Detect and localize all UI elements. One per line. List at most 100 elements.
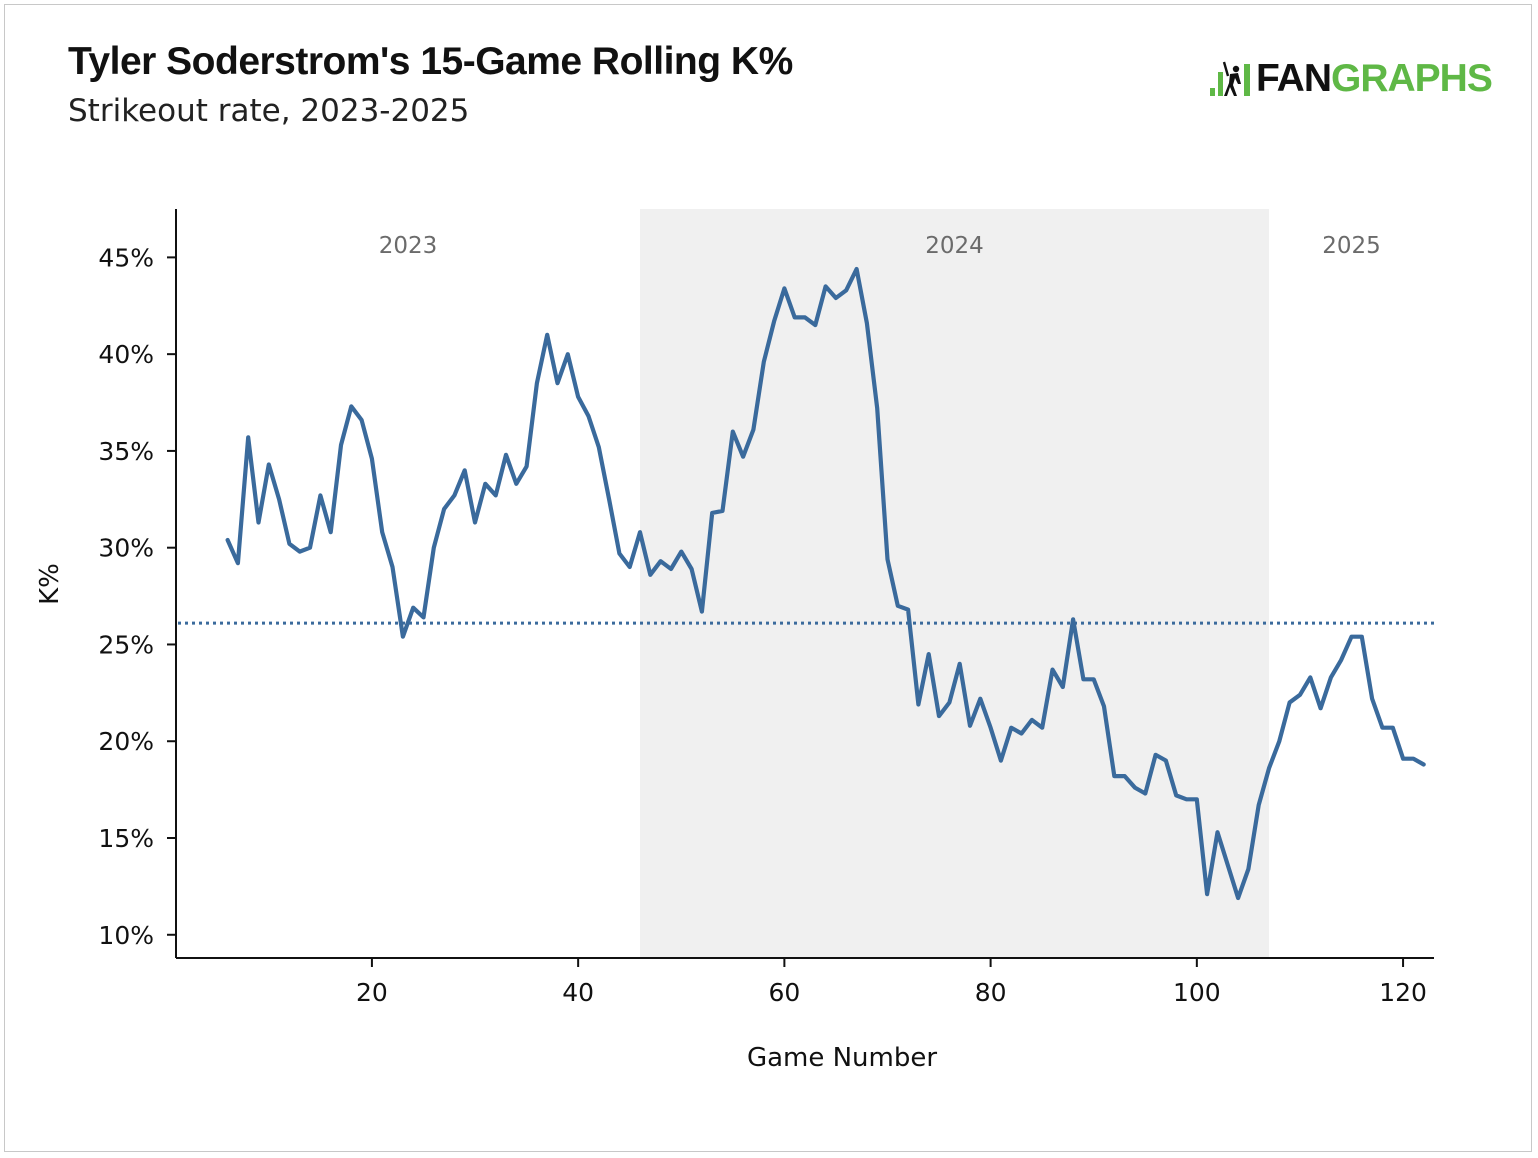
- data-point: [535, 382, 538, 385]
- logo-graphs-text: GRAPHS: [1331, 57, 1493, 100]
- data-point: [597, 446, 600, 449]
- data-point: [876, 407, 879, 410]
- data-point: [814, 324, 817, 327]
- season-band-2024: [640, 209, 1270, 958]
- data-point: [484, 482, 487, 485]
- data-point: [463, 469, 466, 472]
- data-point: [1206, 893, 1209, 896]
- data-point: [329, 531, 332, 534]
- data-point: [700, 610, 703, 613]
- data-point: [515, 482, 518, 485]
- data-point: [1010, 726, 1013, 729]
- data-point: [731, 430, 734, 433]
- data-point: [1422, 763, 1425, 766]
- data-point: [907, 608, 910, 611]
- data-point: [669, 567, 672, 570]
- data-point: [1350, 635, 1353, 638]
- data-point: [1340, 658, 1343, 661]
- data-point: [1103, 705, 1106, 708]
- data-point: [989, 726, 992, 729]
- data-point: [845, 289, 848, 292]
- k-percent-series-line: [225, 266, 1426, 901]
- data-point: [391, 566, 394, 569]
- season-label-2025: 2025: [1322, 233, 1381, 259]
- data-point: [917, 703, 920, 706]
- data-point: [1257, 804, 1260, 807]
- data-point: [546, 333, 549, 336]
- data-point: [370, 457, 373, 460]
- chart-title: Tyler Soderstrom's 15-Game Rolling K%: [68, 40, 793, 83]
- data-point: [1268, 767, 1271, 770]
- data-point: [628, 566, 631, 569]
- data-point: [865, 322, 868, 325]
- data-point: [350, 405, 353, 408]
- data-point: [608, 498, 611, 501]
- data-point: [309, 546, 312, 549]
- data-point: [319, 494, 322, 497]
- data-point: [1391, 726, 1394, 729]
- data-point: [1216, 831, 1219, 834]
- data-point: [639, 531, 642, 534]
- data-point: [1030, 718, 1033, 721]
- y-tick-label: 40%: [98, 340, 154, 369]
- chart-subtitle: Strikeout rate, 2023-2025: [68, 93, 470, 129]
- x-tick-label: 40: [562, 978, 594, 1007]
- data-point: [618, 552, 621, 555]
- data-point: [742, 455, 745, 458]
- data-point: [1298, 693, 1301, 696]
- season-bands: 2023 2024 2025: [379, 209, 1381, 958]
- data-point: [958, 662, 961, 665]
- data-point: [401, 635, 404, 638]
- season-label-2023: 2023: [379, 233, 438, 259]
- data-point: [804, 316, 807, 319]
- data-point: [247, 436, 250, 439]
- data-point: [783, 287, 786, 290]
- data-point: [1020, 732, 1023, 735]
- data-point: [834, 297, 837, 300]
- x-tick-label: 120: [1379, 978, 1427, 1007]
- data-point: [453, 494, 456, 497]
- data-point: [886, 558, 889, 561]
- data-point: [226, 538, 229, 541]
- data-point: [267, 463, 270, 466]
- data-point: [278, 498, 281, 501]
- data-point: [793, 316, 796, 319]
- data-point: [968, 724, 971, 727]
- data-point: [711, 511, 714, 514]
- data-point: [1113, 775, 1116, 778]
- data-point: [474, 521, 477, 524]
- data-point: [1082, 678, 1085, 681]
- fangraphs-logo: FAN GRAPHS: [1208, 57, 1493, 100]
- data-point: [680, 550, 683, 553]
- data-point: [494, 494, 497, 497]
- data-point: [1278, 740, 1281, 743]
- data-point: [649, 573, 652, 576]
- data-point: [1237, 897, 1240, 900]
- data-point: [432, 546, 435, 549]
- data-point: [1371, 697, 1374, 700]
- season-label-2024: 2024: [925, 233, 984, 259]
- data-point: [690, 567, 693, 570]
- data-point: [948, 701, 951, 704]
- data-point: [1051, 668, 1054, 671]
- data-point: [412, 606, 415, 609]
- data-point: [1123, 775, 1126, 778]
- data-point: [855, 267, 858, 270]
- data-point: [298, 550, 301, 553]
- data-point: [1185, 798, 1188, 801]
- data-point: [1041, 726, 1044, 729]
- data-point: [1247, 867, 1250, 870]
- y-ticks: 10% 15% 20% 25% 30% 35% 40% 45%: [98, 243, 176, 950]
- data-point: [360, 418, 363, 421]
- y-tick-label: 20%: [98, 727, 154, 756]
- data-point: [1195, 798, 1198, 801]
- data-point: [1360, 635, 1363, 638]
- data-point: [257, 521, 260, 524]
- data-point: [288, 542, 291, 545]
- data-point: [1288, 701, 1291, 704]
- data-point: [381, 531, 384, 534]
- data-point: [1164, 759, 1167, 762]
- data-point: [1072, 618, 1075, 621]
- data-point: [1061, 686, 1064, 689]
